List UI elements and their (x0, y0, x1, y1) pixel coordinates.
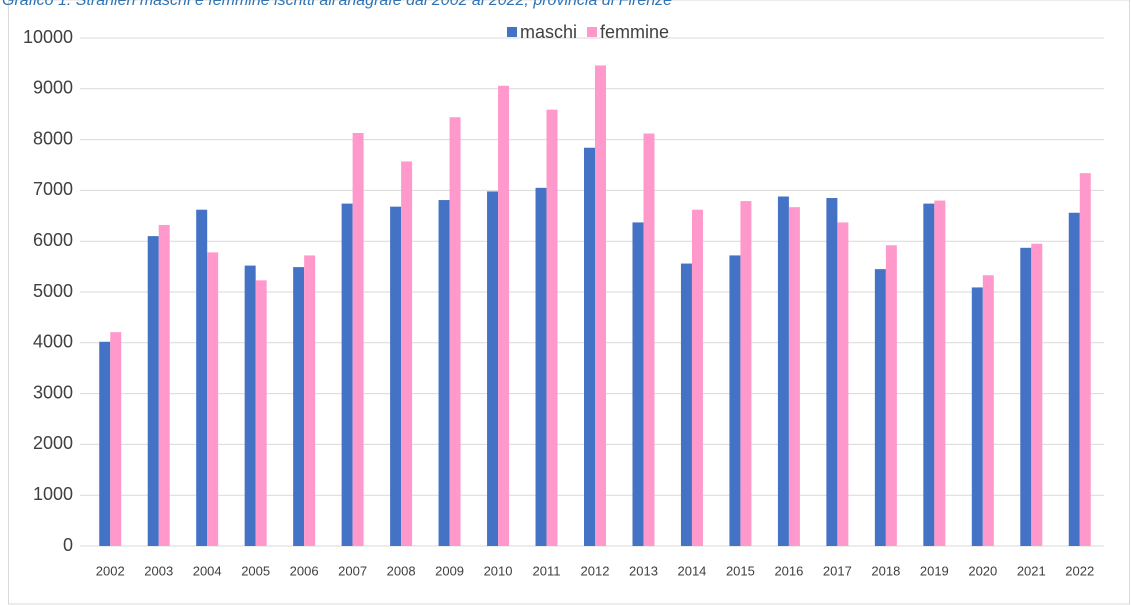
bar (487, 191, 499, 546)
bar (207, 252, 219, 546)
bar (643, 133, 655, 546)
bar (740, 201, 752, 546)
bar (147, 236, 159, 546)
bar (546, 109, 558, 547)
bar (390, 206, 402, 546)
bar (788, 207, 800, 546)
bar (595, 65, 606, 546)
bar (971, 287, 983, 546)
bar (293, 267, 305, 546)
x-tick-label: 2013 (629, 563, 658, 578)
bar (255, 280, 267, 546)
bar (885, 245, 897, 546)
y-tick-label: 1000 (33, 484, 73, 504)
bar (244, 265, 256, 546)
x-tick-label: 2008 (387, 563, 416, 578)
bar (158, 224, 170, 546)
legend-swatch (587, 27, 598, 37)
bar (449, 117, 461, 547)
bar (110, 332, 122, 546)
y-tick-label: 9000 (33, 78, 73, 98)
y-tick-label: 7000 (33, 179, 73, 199)
bar (352, 132, 364, 546)
legend-swatch (507, 27, 517, 37)
bar (826, 198, 838, 546)
bar (584, 147, 595, 546)
x-tick-label: 2015 (726, 563, 755, 578)
bar (934, 200, 946, 546)
y-tick-label: 10000 (23, 27, 73, 47)
x-tick-label: 2021 (1017, 563, 1046, 578)
bar (777, 196, 789, 546)
bar (1031, 243, 1043, 547)
y-tick-label: 5000 (33, 281, 73, 301)
x-tick-label: 2020 (968, 563, 997, 578)
bar (401, 161, 413, 546)
y-tick-label: 2000 (33, 433, 73, 453)
bar (1020, 247, 1032, 546)
bar (729, 255, 741, 546)
bar (196, 209, 208, 547)
bar (1079, 173, 1091, 547)
x-tick-label: 2017 (823, 563, 852, 578)
bar (438, 200, 450, 546)
legend-label: maschi (520, 22, 577, 42)
x-tick-label: 2006 (290, 563, 319, 578)
x-tick-label: 2012 (581, 563, 610, 578)
bar (680, 263, 692, 546)
x-tick-label: 2003 (144, 563, 173, 578)
bar (632, 222, 644, 547)
bar (498, 85, 510, 546)
x-tick-label: 2014 (677, 563, 706, 578)
x-tick-label: 2007 (338, 563, 367, 578)
x-tick-label: 2019 (920, 563, 949, 578)
y-tick-label: 6000 (33, 230, 73, 250)
bar (837, 222, 849, 547)
bar (1068, 212, 1080, 546)
y-tick-label: 8000 (33, 128, 73, 148)
x-tick-label: 2022 (1065, 563, 1094, 578)
y-tick-label: 0 (63, 535, 73, 555)
x-tick-label: 2009 (435, 563, 464, 578)
bar (874, 269, 886, 546)
x-tick-label: 2002 (96, 563, 125, 578)
bar (535, 187, 547, 547)
x-tick-label: 2005 (241, 563, 270, 578)
x-tick-label: 2010 (484, 563, 513, 578)
x-tick-label: 2018 (871, 563, 900, 578)
bar (304, 255, 316, 546)
bar (341, 203, 353, 546)
legend-label: femmine (600, 22, 669, 42)
x-tick-label: 2004 (193, 563, 222, 578)
x-tick-label: 2011 (533, 563, 561, 578)
y-tick-label: 3000 (33, 382, 73, 402)
bar (691, 209, 703, 547)
bar (99, 341, 111, 546)
chart-title: Grafico 1. Stranieri maschi e femmine is… (2, 0, 672, 9)
bar (923, 203, 935, 546)
chart-frame (8, 0, 1130, 605)
bar (982, 275, 994, 546)
x-tick-label: 2016 (774, 563, 803, 578)
y-tick-label: 4000 (33, 332, 73, 352)
